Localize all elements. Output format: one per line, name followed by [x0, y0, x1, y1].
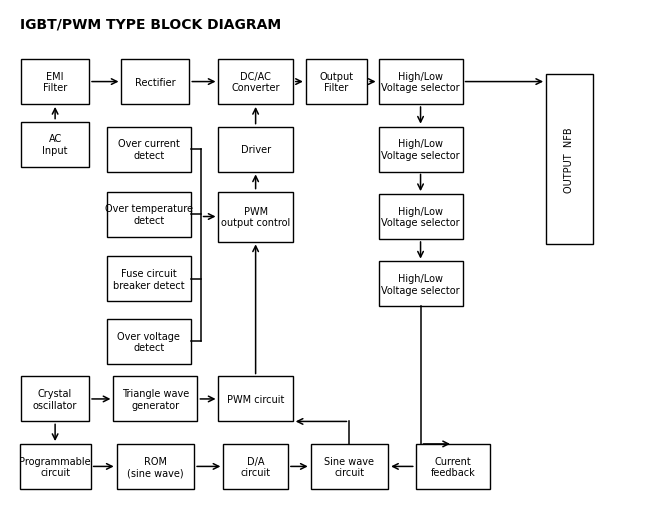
Text: Over voltage
detect: Over voltage detect: [117, 331, 180, 353]
Bar: [218, 127, 293, 172]
Text: Triangle wave
generator: Triangle wave generator: [121, 388, 189, 410]
Text: Crystal
oscillator: Crystal oscillator: [33, 388, 77, 410]
Text: D/A
circuit: D/A circuit: [240, 456, 271, 477]
Bar: [107, 319, 191, 364]
Bar: [107, 192, 191, 237]
Text: Sine wave
circuit: Sine wave circuit: [325, 456, 374, 477]
Text: Over temperature
detect: Over temperature detect: [105, 204, 193, 225]
Text: Fuse circuit
breaker detect: Fuse circuit breaker detect: [113, 269, 185, 290]
Text: ROM
(sine wave): ROM (sine wave): [127, 456, 183, 477]
Bar: [121, 60, 189, 105]
Bar: [311, 444, 388, 489]
Bar: [218, 192, 293, 242]
Bar: [107, 127, 191, 172]
Bar: [20, 444, 90, 489]
Bar: [107, 257, 191, 302]
Bar: [21, 377, 89, 421]
Bar: [379, 127, 463, 172]
Bar: [21, 122, 89, 167]
Bar: [379, 60, 463, 105]
Text: Driver: Driver: [240, 145, 271, 155]
Bar: [218, 377, 293, 421]
Text: AC
Input: AC Input: [42, 134, 68, 156]
Bar: [114, 377, 197, 421]
Text: Rectifier: Rectifier: [135, 77, 176, 88]
Text: High/Low
Voltage selector: High/Low Voltage selector: [381, 72, 460, 93]
Text: Current
feedback: Current feedback: [430, 456, 475, 477]
Bar: [117, 444, 194, 489]
Bar: [416, 444, 490, 489]
Text: PWM
output control: PWM output control: [221, 206, 290, 228]
Text: High/Low
Voltage selector: High/Low Voltage selector: [381, 274, 460, 295]
Bar: [306, 60, 367, 105]
Text: PWM circuit: PWM circuit: [227, 394, 284, 404]
Text: Programmable
circuit: Programmable circuit: [19, 456, 91, 477]
Bar: [223, 444, 288, 489]
Text: Output
Filter: Output Filter: [319, 72, 354, 93]
Text: IGBT/PWM TYPE BLOCK DIAGRAM: IGBT/PWM TYPE BLOCK DIAGRAM: [20, 17, 280, 32]
Text: High/Low
Voltage selector: High/Low Voltage selector: [381, 206, 460, 228]
Bar: [546, 75, 593, 244]
Bar: [379, 262, 463, 307]
Text: Over current
detect: Over current detect: [118, 139, 180, 160]
Text: High/Low
Voltage selector: High/Low Voltage selector: [381, 139, 460, 160]
Bar: [218, 60, 293, 105]
Bar: [21, 60, 89, 105]
Bar: [379, 194, 463, 240]
Text: DC/AC
Converter: DC/AC Converter: [232, 72, 280, 93]
Text: OUTPUT  NFB: OUTPUT NFB: [564, 127, 574, 192]
Text: EMI
Filter: EMI Filter: [43, 72, 67, 93]
